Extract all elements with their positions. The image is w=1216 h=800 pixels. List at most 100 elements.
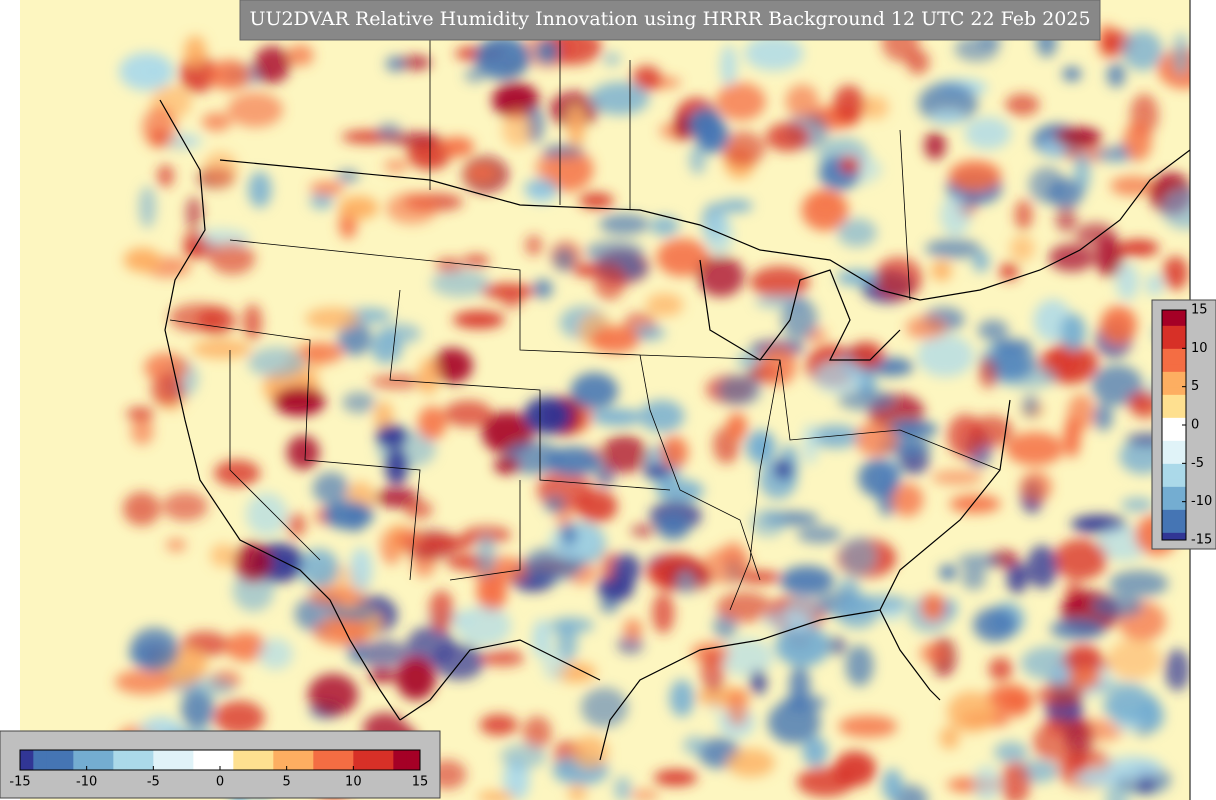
- field-blob: [1014, 199, 1033, 231]
- colorbar-swatch: [1162, 356, 1186, 365]
- field-blob: [524, 234, 543, 256]
- field-blob: [1005, 93, 1040, 116]
- colorbar-tick-label: 0: [216, 775, 224, 790]
- field-blob: [548, 523, 603, 560]
- colorbar-swatch: [1162, 363, 1186, 372]
- field-blob: [370, 373, 425, 390]
- field-blob: [1093, 403, 1113, 431]
- field-blob: [308, 587, 363, 607]
- colorbar-swatch: [1162, 417, 1186, 426]
- field-blob: [1068, 666, 1101, 690]
- colorbar-swatch: [1162, 501, 1186, 510]
- field-blob: [779, 565, 835, 596]
- field-blob: [245, 492, 288, 536]
- colorbar-vertical: -15 -10 -5 0 5 10 15: [1161, 303, 1212, 548]
- field-blob: [1050, 618, 1106, 640]
- field-blob: [924, 131, 946, 160]
- field-blob: [785, 84, 819, 119]
- field-blob: [931, 260, 952, 282]
- field-blob: [700, 651, 725, 693]
- field-blob: [940, 194, 971, 237]
- colorbar-swatch: [180, 750, 194, 770]
- colorbar-swatch: [1162, 386, 1186, 395]
- field-blob: [386, 192, 438, 225]
- field-blob: [939, 564, 957, 581]
- field-blob: [652, 592, 675, 634]
- field-blob: [126, 406, 155, 421]
- field-blob: [715, 82, 766, 121]
- field-blob: [327, 607, 377, 621]
- field-blob: [544, 151, 593, 193]
- colorbar-swatch: [1162, 409, 1186, 418]
- field-blob: [789, 666, 811, 705]
- field-blob: [394, 527, 422, 551]
- field-blob: [144, 352, 189, 383]
- field-blob: [1036, 683, 1084, 708]
- field-blob: [342, 391, 376, 414]
- field-blob: [925, 238, 981, 259]
- colorbar-swatch: [1162, 448, 1186, 457]
- field-blob: [1115, 263, 1139, 301]
- field-blob: [305, 307, 360, 330]
- field-blob: [285, 512, 307, 537]
- field-blob: [1106, 62, 1126, 88]
- field-blob: [1172, 32, 1190, 76]
- field-blob: [884, 420, 939, 438]
- colorbar-tick-label: 15: [1191, 303, 1208, 318]
- field-blob: [286, 435, 320, 470]
- field-blob: [697, 255, 745, 297]
- field-blob: [720, 44, 737, 87]
- field-blob: [1107, 638, 1161, 680]
- field-blob: [947, 691, 996, 733]
- colorbar-swatch: [380, 750, 394, 770]
- colorbar-swatch: [166, 750, 181, 770]
- field-blob: [368, 669, 397, 683]
- field-blob: [501, 295, 523, 309]
- field-blob: [845, 644, 874, 687]
- field-blob: [1062, 66, 1082, 82]
- field-blob: [612, 553, 641, 586]
- field-blob: [811, 424, 861, 449]
- field-blob: [726, 748, 775, 778]
- colorbar-swatch: [33, 750, 48, 770]
- field-blob: [535, 38, 559, 65]
- colorbar-swatch: [353, 750, 368, 770]
- field-blob: [689, 144, 706, 175]
- field-blob: [232, 569, 275, 612]
- field-blob: [972, 250, 990, 273]
- colorbar-swatch: [73, 750, 88, 770]
- field-blob: [1055, 204, 1077, 233]
- field-blob: [560, 524, 578, 546]
- colorbar-tick-label: -10: [76, 775, 97, 790]
- field-blob: [570, 372, 619, 410]
- colorbar-swatch: [1162, 486, 1186, 495]
- colorbar-swatch: [1162, 524, 1186, 533]
- field-blob: [765, 122, 810, 152]
- field-blob: [253, 45, 291, 84]
- field-blob: [466, 165, 497, 181]
- field-blob: [322, 501, 374, 530]
- field-blob: [209, 242, 256, 275]
- field-blob: [956, 553, 1002, 570]
- field-blob: [1162, 256, 1189, 290]
- colorbar-swatch: [1162, 371, 1186, 380]
- field-blob: [1104, 756, 1163, 780]
- field-blob: [599, 213, 650, 235]
- colorbar-tick-label: 10: [345, 775, 362, 790]
- field-blob: [717, 374, 762, 406]
- colorbar-tick-label: -5: [1191, 456, 1204, 471]
- field-blob: [972, 607, 1017, 643]
- field-blob: [1103, 688, 1159, 723]
- field-blob: [716, 591, 772, 623]
- field-blob: [377, 323, 422, 344]
- innovation-field: [114, 20, 1190, 800]
- field-blob: [726, 412, 748, 441]
- field-blob: [571, 735, 609, 770]
- field-blob: [839, 156, 861, 174]
- colorbar-horizontal: -15 -10 -5 0 5 10 15: [9, 749, 428, 790]
- colorbar-swatch: [1162, 325, 1186, 334]
- field-blob: [906, 49, 930, 75]
- field-blob: [397, 55, 432, 70]
- field-blob: [114, 669, 173, 695]
